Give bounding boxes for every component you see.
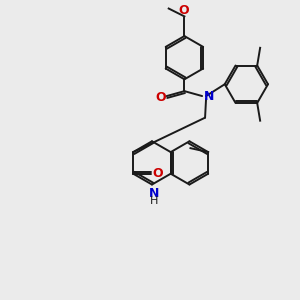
Text: N: N <box>149 188 159 200</box>
Text: H: H <box>150 196 158 206</box>
Text: N: N <box>204 89 214 103</box>
Text: O: O <box>152 167 163 180</box>
Text: O: O <box>155 91 166 103</box>
Text: O: O <box>178 4 189 17</box>
